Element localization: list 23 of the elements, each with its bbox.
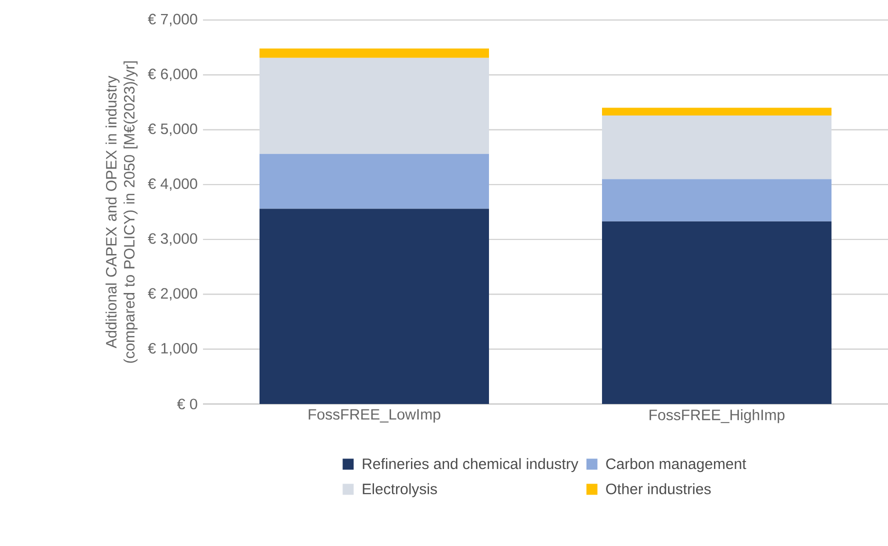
y-tick-label: € 5,000 (148, 124, 198, 136)
legend-label: Electrolysis (362, 483, 437, 498)
y-axis-title: Additional CAPEX and OPEX in industry (compared to POLICY) in 2050 [M€(2023)/yr] (106, 61, 138, 363)
y-tick-label: € 4,000 (148, 178, 198, 191)
bar (260, 154, 489, 209)
y-tick-label: € 7,000 (148, 14, 198, 26)
legend-label: Other industries (606, 483, 711, 494)
x-tick-label: FossFREE_HighImp (650, 409, 784, 424)
bar (602, 108, 832, 116)
y-tick-label: € 3,000 (148, 233, 198, 246)
y-tick-label: € 6,000 (148, 68, 198, 82)
y-tick-label: € 2,000 (148, 288, 198, 300)
y-tick-label: € 1,000 (148, 342, 198, 356)
y-tick-label: € 0 (177, 398, 198, 410)
bar (602, 115, 832, 180)
legend-label: Carbon management (606, 458, 746, 472)
bar (260, 208, 489, 404)
bar (260, 58, 489, 154)
bar (602, 179, 832, 222)
bar (260, 48, 489, 58)
x-tick-label: FossFREE_LowImp (308, 409, 440, 423)
legend-label: Refineries and chemical industry (362, 458, 578, 472)
bar (602, 221, 832, 404)
